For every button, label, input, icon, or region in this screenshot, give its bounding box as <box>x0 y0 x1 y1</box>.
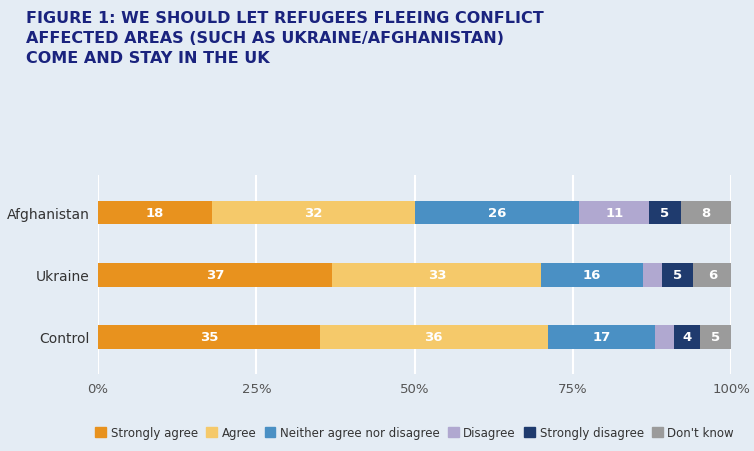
Bar <box>649 201 681 225</box>
Bar <box>333 263 541 287</box>
Bar <box>98 263 333 287</box>
Text: 6: 6 <box>708 269 717 281</box>
Bar <box>415 201 579 225</box>
Bar <box>655 325 674 349</box>
Text: 18: 18 <box>146 207 164 220</box>
Bar <box>547 325 655 349</box>
Bar <box>212 201 415 225</box>
Bar <box>674 325 700 349</box>
Text: 32: 32 <box>304 207 323 220</box>
Bar <box>700 325 731 349</box>
Text: FIGURE 1: WE SHOULD LET REFUGEES FLEEING CONFLICT
AFFECTED AREAS (SUCH AS UKRAIN: FIGURE 1: WE SHOULD LET REFUGEES FLEEING… <box>26 11 544 66</box>
Bar <box>681 201 731 225</box>
Text: 5: 5 <box>711 331 720 344</box>
Bar <box>320 325 547 349</box>
Text: 17: 17 <box>593 331 611 344</box>
Bar <box>642 263 662 287</box>
Text: 5: 5 <box>673 269 682 281</box>
Text: 8: 8 <box>701 207 711 220</box>
Text: 16: 16 <box>583 269 601 281</box>
Text: 36: 36 <box>425 331 443 344</box>
Bar <box>579 201 649 225</box>
Bar <box>694 263 731 287</box>
Bar <box>98 201 212 225</box>
Text: 33: 33 <box>428 269 446 281</box>
Legend: Strongly agree, Agree, Neither agree nor disagree, Disagree, Strongly disagree, : Strongly agree, Agree, Neither agree nor… <box>90 421 739 444</box>
Text: 37: 37 <box>206 269 225 281</box>
Text: 4: 4 <box>682 331 691 344</box>
Text: 26: 26 <box>488 207 506 220</box>
Bar <box>98 325 320 349</box>
Text: 11: 11 <box>605 207 624 220</box>
Text: 5: 5 <box>661 207 670 220</box>
Bar <box>541 263 642 287</box>
Bar <box>662 263 694 287</box>
Text: 35: 35 <box>200 331 218 344</box>
